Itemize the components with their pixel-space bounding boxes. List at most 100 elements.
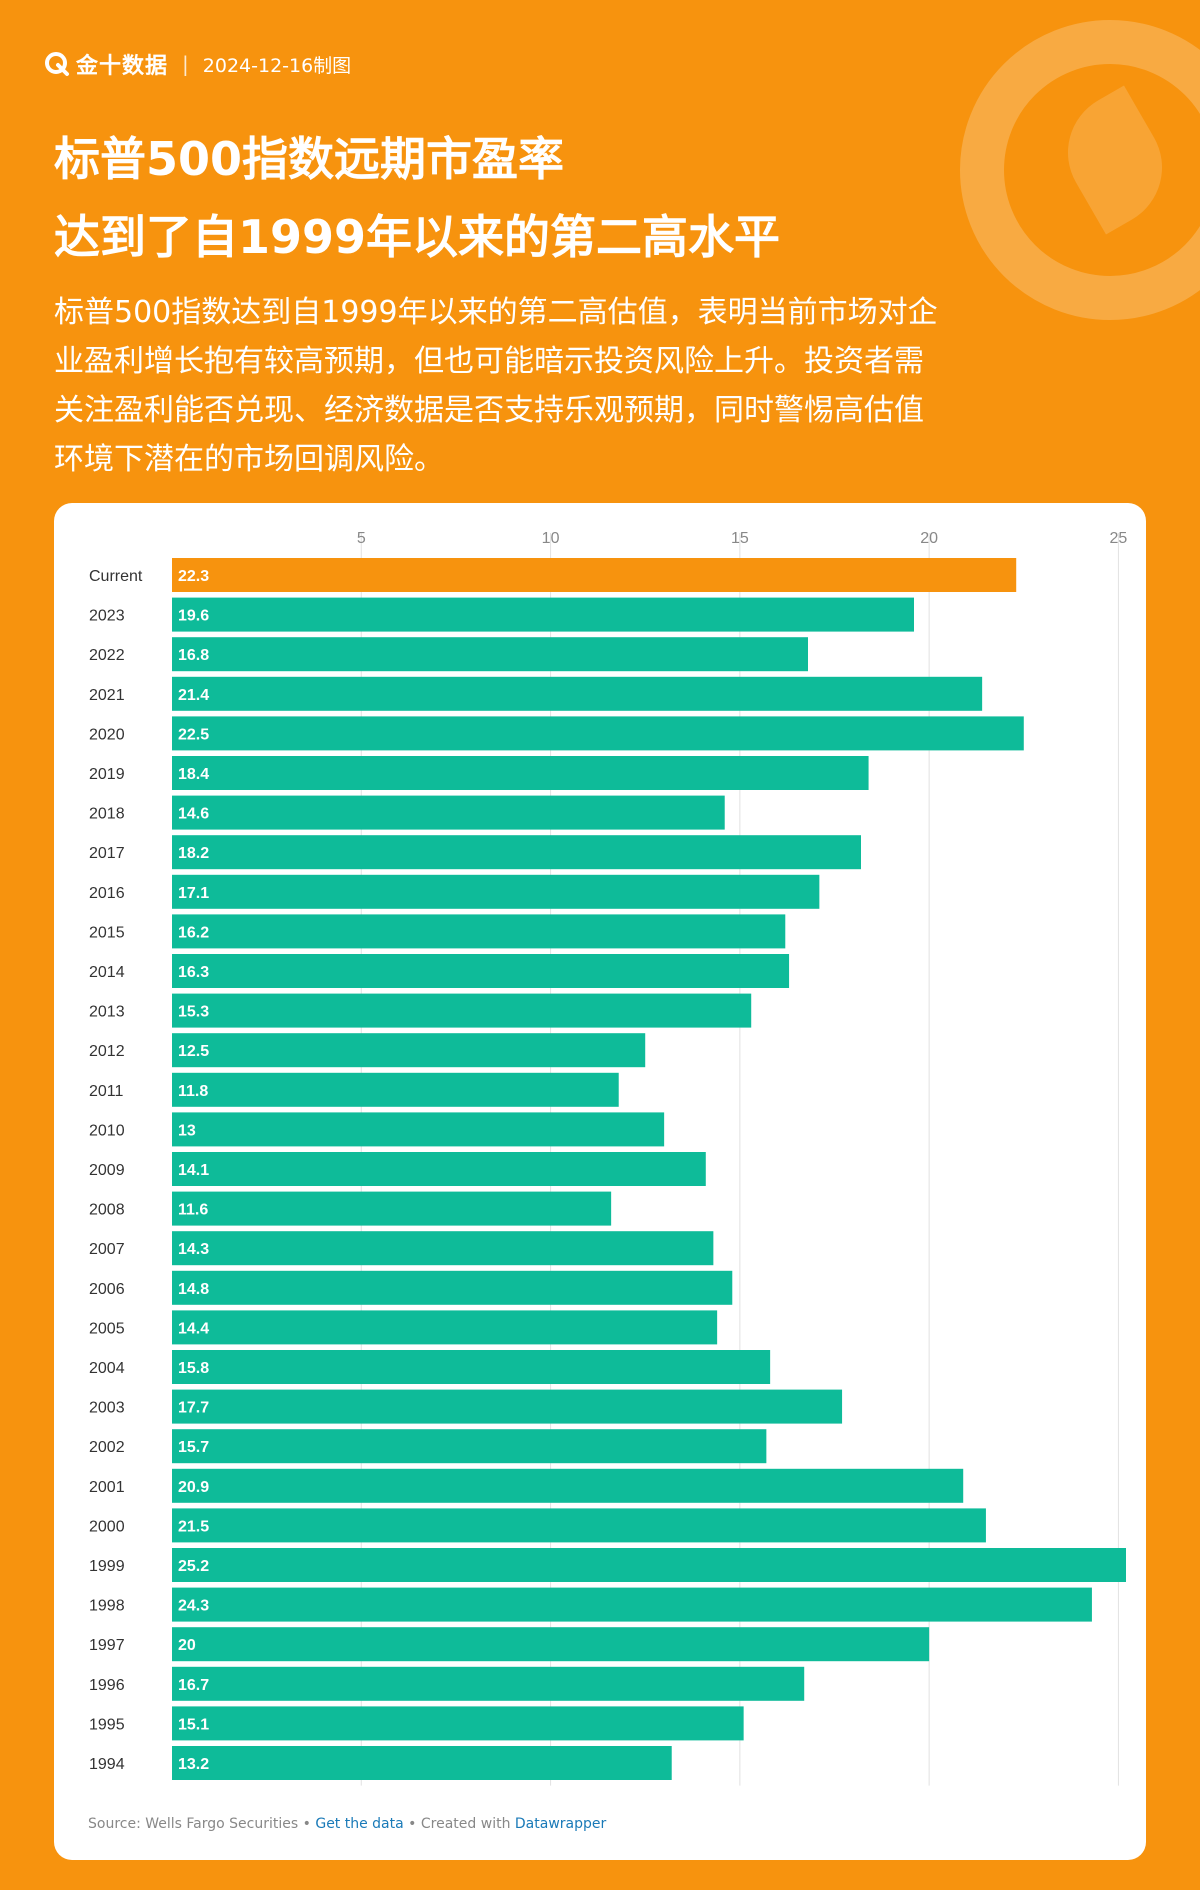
bar-value-label: 13.2 bbox=[178, 1756, 209, 1773]
bar-value-label: 14.3 bbox=[178, 1241, 209, 1258]
x-tick-label: 25 bbox=[1110, 530, 1128, 547]
category-label: 2021 bbox=[89, 687, 125, 704]
bar bbox=[172, 1429, 767, 1464]
category-label: 2012 bbox=[89, 1043, 125, 1060]
bar-value-label: 17.1 bbox=[178, 885, 209, 902]
bar-value-label: 16.3 bbox=[178, 964, 209, 981]
bar-value-label: 25.2 bbox=[178, 1558, 209, 1575]
bar bbox=[172, 558, 1017, 592]
get-data-link[interactable]: Get the data bbox=[315, 1816, 404, 1832]
x-tick-label: 10 bbox=[542, 530, 560, 547]
bar bbox=[172, 1468, 964, 1503]
bar-value-label: 20.9 bbox=[178, 1479, 209, 1496]
category-label: 1998 bbox=[89, 1598, 125, 1615]
bar bbox=[172, 716, 1024, 751]
bar bbox=[172, 1072, 619, 1107]
x-tick-label: 5 bbox=[357, 530, 366, 547]
bar-value-label: 21.5 bbox=[178, 1518, 209, 1535]
bar bbox=[172, 1746, 672, 1780]
bar-value-label: 12.5 bbox=[178, 1043, 209, 1060]
bar-value-label: 15.3 bbox=[178, 1004, 209, 1021]
bar bbox=[172, 1627, 930, 1662]
bar bbox=[172, 1350, 771, 1384]
category-label: 1997 bbox=[89, 1637, 125, 1654]
bar bbox=[172, 914, 786, 949]
category-label: 2018 bbox=[89, 806, 125, 823]
description-line-4: 环境下潜在的市场回调风险。 bbox=[54, 442, 444, 477]
category-label: 2007 bbox=[89, 1241, 125, 1258]
datawrapper-link[interactable]: Datawrapper bbox=[514, 1816, 607, 1832]
bar bbox=[172, 1548, 1126, 1582]
bar bbox=[172, 1191, 612, 1226]
bar bbox=[172, 874, 820, 909]
bar-value-label: 14.8 bbox=[178, 1281, 209, 1298]
bar-value-label: 18.2 bbox=[178, 845, 209, 862]
bar bbox=[172, 676, 983, 711]
category-label: 1996 bbox=[89, 1677, 125, 1694]
bar-value-label: 15.8 bbox=[178, 1360, 209, 1377]
category-label: 2017 bbox=[89, 845, 125, 862]
description-line-1: 标普500指数达到自1999年以来的第二高估值，表明当前市场对企 bbox=[54, 295, 938, 330]
bar-value-label: 15.7 bbox=[178, 1439, 209, 1456]
bar bbox=[172, 1270, 733, 1305]
category-label: 2016 bbox=[89, 885, 125, 902]
bar-value-label: 16.7 bbox=[178, 1677, 209, 1694]
category-label: 2010 bbox=[89, 1122, 125, 1139]
x-tick-label: 20 bbox=[920, 530, 938, 547]
chart-source: Source: Wells Fargo Securities • Get the… bbox=[88, 1816, 606, 1832]
bar-value-label: 22.3 bbox=[178, 568, 209, 585]
header-bar: 金十数据 | 2024-12-16制图 bbox=[44, 48, 351, 80]
category-label: 2000 bbox=[89, 1518, 125, 1535]
logo-icon bbox=[45, 52, 69, 76]
description: 标普500指数达到自1999年以来的第二高估值，表明当前市场对企 业盈利增长抱有… bbox=[54, 288, 1154, 484]
bar-value-label: 21.4 bbox=[178, 687, 209, 704]
category-label: 2003 bbox=[89, 1400, 125, 1417]
bar-value-label: 15.1 bbox=[178, 1716, 209, 1733]
created-with-text: Created with bbox=[420, 1816, 515, 1832]
description-line-2: 业盈利增长抱有较高预期，但也可能暗示投资风险上升。投资者需 bbox=[54, 344, 924, 379]
bar-value-label: 16.8 bbox=[178, 647, 209, 664]
category-label: 2020 bbox=[89, 726, 125, 743]
category-label: 2009 bbox=[89, 1162, 125, 1179]
bar-value-label: 19.6 bbox=[178, 608, 209, 625]
category-label: 2011 bbox=[89, 1083, 124, 1100]
category-label: 2013 bbox=[89, 1004, 125, 1021]
category-label: 2002 bbox=[89, 1439, 125, 1456]
bar-value-label: 22.5 bbox=[178, 726, 209, 743]
x-tick-label: 15 bbox=[731, 530, 749, 547]
category-label: 1994 bbox=[89, 1756, 125, 1773]
category-label: 2001 bbox=[89, 1479, 125, 1496]
category-label: 1995 bbox=[89, 1716, 125, 1733]
category-label: 1999 bbox=[89, 1558, 125, 1575]
bar bbox=[172, 1231, 714, 1266]
bar bbox=[172, 993, 752, 1028]
page-title: 标普500指数远期市盈率 达到了自1999年以来的第二高水平 bbox=[54, 120, 1054, 276]
bar-value-label: 17.7 bbox=[178, 1400, 209, 1417]
bar-value-label: 11.8 bbox=[178, 1083, 208, 1100]
category-label: 2014 bbox=[89, 964, 125, 981]
bar-value-label: 24.3 bbox=[178, 1598, 209, 1615]
category-label: 2006 bbox=[89, 1281, 125, 1298]
bar bbox=[172, 1112, 665, 1147]
category-label: 2022 bbox=[89, 647, 125, 664]
bar bbox=[172, 637, 808, 672]
bar bbox=[172, 795, 725, 830]
category-label: 2023 bbox=[89, 608, 125, 625]
bar bbox=[172, 835, 861, 870]
category-label: 2015 bbox=[89, 924, 125, 941]
chart-date: 2024-12-16制图 bbox=[202, 54, 352, 77]
title-line-2: 达到了自1999年以来的第二高水平 bbox=[54, 210, 781, 264]
bar bbox=[172, 1152, 706, 1186]
category-label: Current bbox=[89, 568, 143, 585]
bar bbox=[172, 1508, 986, 1543]
bar-value-label: 13 bbox=[178, 1122, 196, 1139]
bar bbox=[172, 597, 914, 632]
bullet-2: • bbox=[403, 1816, 421, 1832]
bar-value-label: 18.4 bbox=[178, 766, 209, 783]
category-label: 2008 bbox=[89, 1202, 125, 1219]
category-label: 2005 bbox=[89, 1320, 125, 1337]
bar-value-label: 20 bbox=[178, 1637, 196, 1654]
bar-value-label: 14.6 bbox=[178, 806, 209, 823]
bar bbox=[172, 1587, 1092, 1622]
